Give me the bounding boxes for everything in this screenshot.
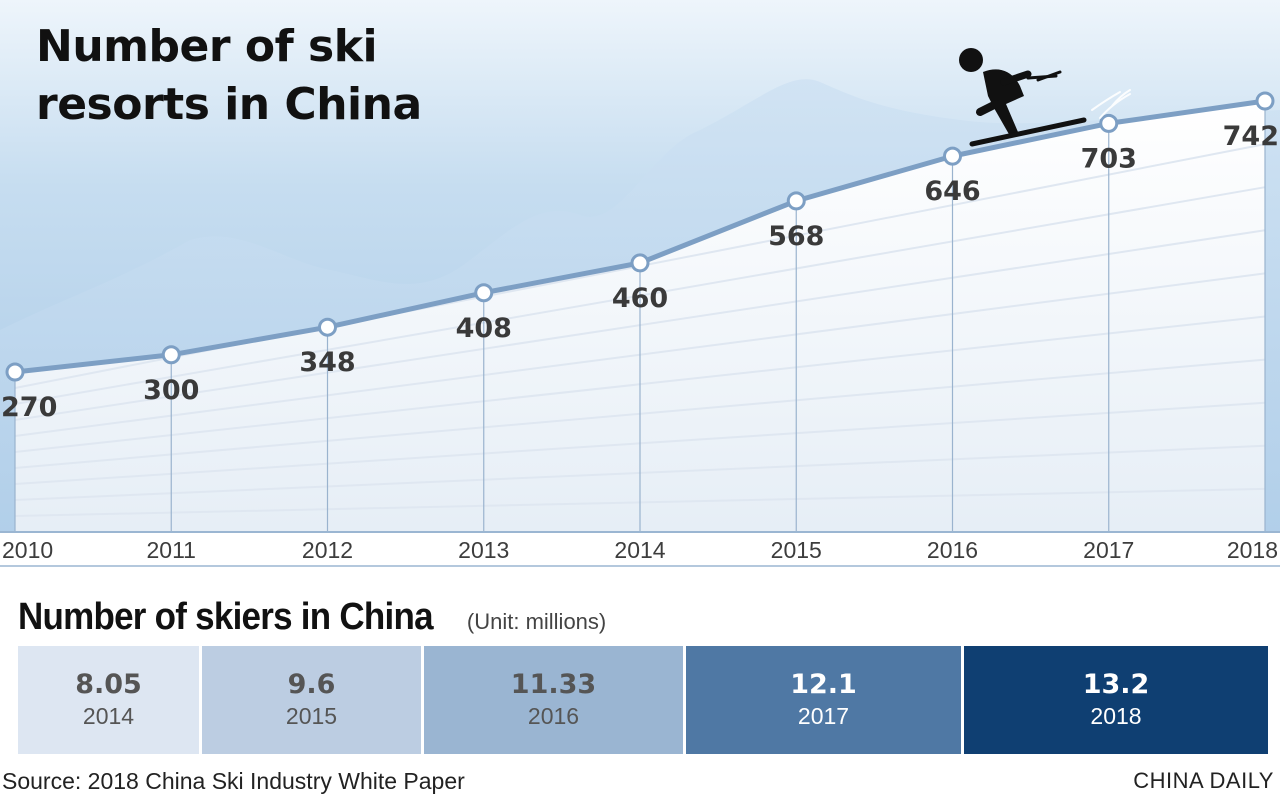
year-labels: 2010 2011 2012 2013 2014 2015 2016 2017 2018 xyxy=(2,537,1278,563)
data-point xyxy=(5,362,25,382)
skiers-value: 9.6 xyxy=(287,669,336,700)
data-point xyxy=(943,146,962,166)
skier-icon xyxy=(959,48,1131,147)
year-label: 2015 xyxy=(771,537,822,563)
year-label: 2018 xyxy=(1227,537,1278,563)
skiers-cell: 12.1 2017 xyxy=(686,646,964,754)
data-point xyxy=(630,253,650,273)
value-label: 703 xyxy=(1081,143,1137,174)
value-label: 300 xyxy=(143,375,199,406)
skiers-cell: 9.6 2015 xyxy=(202,646,424,754)
value-label: 646 xyxy=(924,176,980,207)
year-label: 2010 xyxy=(2,537,53,563)
resorts-chart: 270 300 348 408 460 568 646 703 742 2010 2011 2012… xyxy=(0,0,1280,567)
data-point xyxy=(1099,113,1119,133)
data-point xyxy=(161,345,181,365)
brand-credit: CHINA DAILY xyxy=(1133,768,1274,793)
year-label: 2014 xyxy=(614,537,665,563)
year-label: 2012 xyxy=(302,537,353,563)
chart-title: Number of ski resorts in China xyxy=(36,18,422,134)
skiers-heading: Number of skiers in China (Unit: million… xyxy=(18,596,606,639)
drop-lines xyxy=(14,101,1266,532)
skiers-value: 13.2 xyxy=(1082,669,1150,700)
data-point xyxy=(786,191,806,211)
skiers-strip: 8.05 2014 9.6 2015 11.33 2016 12.1 2017 13.2 2018 xyxy=(18,646,1268,754)
value-label: 742 xyxy=(1223,121,1279,152)
value-label: 408 xyxy=(456,313,512,344)
value-labels: 270 300 348 408 460 568 646 703 742 xyxy=(1,121,1279,423)
data-point xyxy=(318,317,337,337)
value-label: 270 xyxy=(1,392,57,423)
data-point xyxy=(474,283,494,303)
skiers-year: 2014 xyxy=(82,703,135,729)
skiers-cell: 8.05 2014 xyxy=(18,646,202,754)
value-label: 460 xyxy=(612,283,668,314)
skiers-unit: (Unit: millions) xyxy=(466,609,607,634)
year-label: 2017 xyxy=(1083,537,1134,563)
skiers-year: 2015 xyxy=(285,703,338,729)
skiers-cell: 11.33 2016 xyxy=(424,646,686,754)
skiers-cell: 13.2 2018 xyxy=(964,646,1268,754)
data-point xyxy=(1255,91,1275,111)
skiers-value: 8.05 xyxy=(75,669,142,700)
data-points xyxy=(5,91,1275,382)
skiers-title: Number of skiers in China xyxy=(18,596,434,638)
title-line-2: resorts in China xyxy=(36,79,422,130)
skiers-value: 12.1 xyxy=(790,669,857,700)
skiers-year: 2016 xyxy=(527,703,580,729)
skiers-year: 2017 xyxy=(797,703,850,729)
year-label: 2011 xyxy=(147,537,196,563)
value-label: 568 xyxy=(768,221,824,252)
skiers-value: 11.33 xyxy=(510,669,597,700)
skiers-year: 2018 xyxy=(1090,703,1142,729)
title-line-1: Number of ski xyxy=(36,21,378,72)
source-note: Source: 2018 China Ski Industry White Pa… xyxy=(2,768,465,794)
year-label: 2016 xyxy=(927,537,978,563)
year-label: 2013 xyxy=(458,537,509,563)
value-label: 348 xyxy=(299,347,355,378)
